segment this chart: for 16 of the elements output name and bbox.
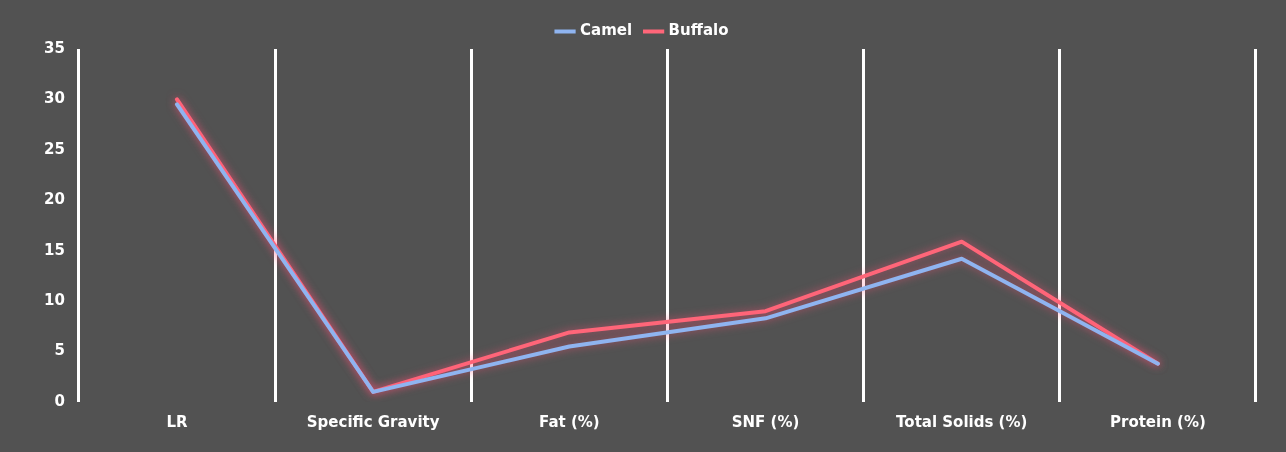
- y-tick-label: 35: [44, 38, 65, 57]
- y-tick-label: 30: [44, 89, 65, 108]
- x-tick-label: Fat (%): [539, 412, 600, 431]
- x-tick-label: LR: [166, 412, 188, 431]
- y-tick-label: 20: [44, 190, 65, 209]
- y-tick-label: 25: [44, 139, 65, 158]
- x-tick-label: Specific Gravity: [306, 412, 440, 431]
- x-tick-label: Protein (%): [1109, 412, 1206, 431]
- x-tick-label: Total Solids (%): [896, 412, 1028, 431]
- y-tick-label: 0: [54, 391, 65, 410]
- legend-label: Buffalo: [668, 21, 729, 40]
- x-tick-label: SNF (%): [731, 412, 800, 431]
- legend-label: Camel: [580, 21, 633, 40]
- y-tick-label: 5: [54, 341, 65, 360]
- y-tick-label: 15: [44, 240, 65, 259]
- y-tick-label: 10: [44, 291, 65, 310]
